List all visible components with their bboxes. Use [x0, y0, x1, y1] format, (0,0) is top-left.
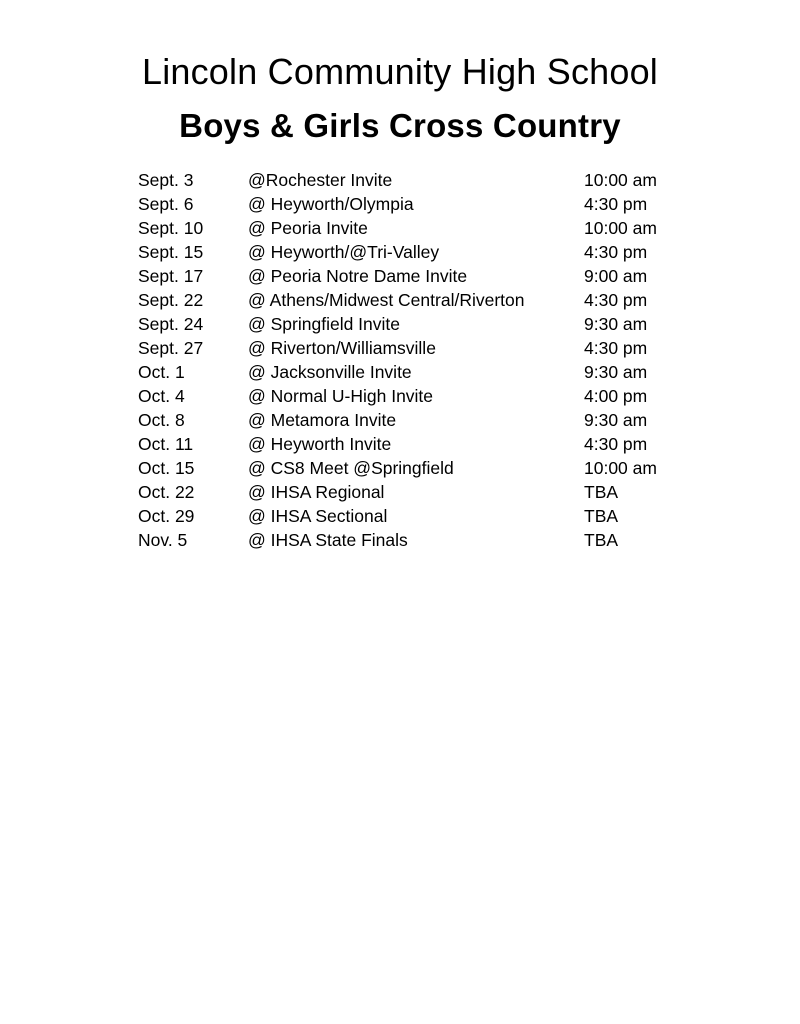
schedule-date: Oct. 29 — [138, 506, 195, 526]
schedule-row: Oct. 4 @ Normal U-High Invite 4:00 pm — [138, 384, 698, 408]
schedule-row: Nov. 5 @ IHSA State Finals TBA — [138, 528, 698, 552]
schedule-time: TBA — [584, 482, 619, 502]
page-title: Lincoln Community High School — [141, 51, 659, 92]
schedule-event: @ Metamora Invite — [248, 410, 397, 430]
schedule-time: 10:00 am — [584, 458, 657, 478]
schedule-event: @ IHSA Regional — [248, 482, 385, 502]
schedule-time: 10:00 am — [584, 218, 657, 238]
schedule-event: @ Athens/Midwest Central/Riverton — [248, 290, 525, 310]
schedule-event: @ Normal U-High Invite — [248, 386, 434, 406]
schedule-time: TBA — [584, 506, 619, 526]
schedule-time: 10:00 am — [584, 170, 657, 190]
schedule-event: @ CS8 Meet @Springfield — [248, 458, 454, 478]
schedule-row: Sept. 15 @ Heyworth/@Tri-Valley 4:30 pm — [138, 240, 698, 264]
schedule-row: Sept. 24 @ Springfield Invite 9:30 am — [138, 312, 698, 336]
schedule-time: 4:30 pm — [584, 434, 648, 454]
schedule-date: Sept. 3 — [138, 170, 194, 190]
schedule-time: 9:30 am — [584, 410, 648, 430]
schedule-event: @ Jacksonville Invite — [248, 362, 412, 382]
schedule-row: Sept. 17 @ Peoria Notre Dame Invite 9:00… — [138, 264, 698, 288]
schedule-row: Sept. 10 @ Peoria Invite 10:00 am — [138, 216, 698, 240]
schedule-row: Sept. 22 @ Athens/Midwest Central/Rivert… — [138, 288, 698, 312]
schedule-row: Oct. 11 @ Heyworth Invite 4:30 pm — [138, 432, 698, 456]
schedule-event: @ IHSA State Finals — [248, 530, 408, 550]
schedule-date: Oct. 4 — [138, 386, 185, 406]
schedule-date: Oct. 1 — [138, 362, 185, 382]
schedule-row: Sept. 6 @ Heyworth/Olympia 4:30 pm — [138, 192, 698, 216]
schedule-event: @ Riverton/Williamsville — [248, 338, 436, 358]
schedule-event: @ Peoria Invite — [248, 218, 368, 238]
schedule-date: Sept. 22 — [138, 290, 204, 310]
schedule-date: Sept. 10 — [138, 218, 204, 238]
schedule-date: Oct. 8 — [138, 410, 185, 430]
schedule-time: 4:30 pm — [584, 338, 648, 358]
schedule-date: Sept. 24 — [138, 314, 204, 334]
schedule-row: Oct. 15 @ CS8 Meet @Springfield 10:00 am — [138, 456, 698, 480]
schedule-time: 9:00 am — [584, 266, 648, 286]
schedule-row: Oct. 1 @ Jacksonville Invite 9:30 am — [138, 360, 698, 384]
schedule-date: Sept. 15 — [138, 242, 204, 262]
schedule-row: Oct. 8 @ Metamora Invite 9:30 am — [138, 408, 698, 432]
schedule-date: Oct. 11 — [138, 434, 194, 454]
schedule-event: @ Heyworth Invite — [248, 434, 392, 454]
page-subtitle: Boys & Girls Cross Country — [179, 107, 621, 144]
schedule-event: @ IHSA Sectional — [248, 506, 388, 526]
schedule-date: Sept. 27 — [138, 338, 204, 358]
schedule-date: Oct. 15 — [138, 458, 195, 478]
schedule-time: 9:30 am — [584, 362, 648, 382]
schedule-time: 4:30 pm — [584, 194, 648, 214]
schedule-event: @ Heyworth/Olympia — [248, 194, 414, 214]
schedule-date: Oct. 22 — [138, 482, 195, 502]
schedule-event: @ Springfield Invite — [248, 314, 401, 334]
schedule-date: Nov. 5 — [138, 530, 188, 550]
schedule-time: 4:30 pm — [584, 290, 648, 310]
schedule-time: 4:30 pm — [584, 242, 648, 262]
schedule-event: @ Peoria Notre Dame Invite — [248, 266, 468, 286]
schedule-row: Sept. 3 @Rochester Invite 10:00 am — [138, 168, 698, 192]
schedule-time: TBA — [584, 530, 619, 550]
schedule-time: 4:00 pm — [584, 386, 648, 406]
schedule-list: Sept. 3 @Rochester Invite 10:00 am Sept.… — [138, 168, 698, 552]
schedule-date: Sept. 17 — [138, 266, 204, 286]
schedule-time: 9:30 am — [584, 314, 648, 334]
schedule-event: @Rochester Invite — [248, 170, 393, 190]
schedule-event: @ Heyworth/@Tri-Valley — [248, 242, 440, 262]
schedule-date: Sept. 6 — [138, 194, 194, 214]
schedule-row: Sept. 27 @ Riverton/Williamsville 4:30 p… — [138, 336, 698, 360]
schedule-row: Oct. 22 @ IHSA Regional TBA — [138, 480, 698, 504]
schedule-row: Oct. 29 @ IHSA Sectional TBA — [138, 504, 698, 528]
